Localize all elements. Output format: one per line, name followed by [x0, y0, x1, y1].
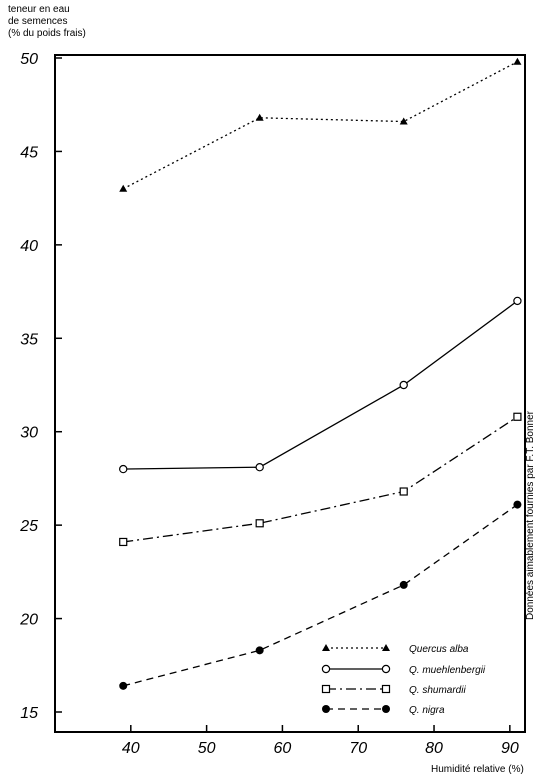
legend: Quercus alba Q. muehlenbergii Q. shumardii…	[321, 644, 486, 716]
credit-annotation: Données aimablement fournies par F.T. Bo…	[525, 410, 536, 620]
y-tick-label: 30	[20, 425, 38, 442]
legend-marker	[322, 705, 330, 713]
x-tick-label: 80	[425, 740, 443, 757]
legend-label: Q. muehlenbergii	[409, 665, 486, 676]
data-point	[119, 681, 128, 690]
data-point	[119, 464, 128, 474]
y-tick-label: 35	[20, 331, 38, 348]
legend-marker	[322, 644, 330, 651]
x-tick-label: 50	[198, 740, 216, 757]
legend-marker	[382, 705, 390, 713]
legend-marker	[381, 664, 391, 674]
data-point	[255, 519, 264, 528]
y-tick-label: 25	[19, 518, 38, 535]
data-point	[255, 646, 264, 655]
data-point	[399, 580, 408, 589]
legend-label: Quercus alba	[409, 644, 469, 655]
x-tick-label: 60	[274, 740, 292, 757]
data-point	[513, 296, 522, 306]
data-point	[119, 184, 128, 192]
plot-frame	[54, 54, 526, 733]
y-tick-label: 50	[20, 51, 38, 68]
data-point	[255, 113, 264, 121]
x-tick-label: 70	[349, 740, 367, 757]
series-line	[122, 61, 518, 190]
data-point	[513, 412, 522, 421]
y-tick-label: 20	[19, 612, 38, 629]
data-point	[399, 487, 408, 496]
data-point	[513, 57, 522, 65]
data-point	[399, 380, 408, 390]
y-tick-label: 40	[20, 238, 38, 255]
x-tick-label: 40	[122, 740, 140, 757]
data-point	[399, 117, 408, 125]
series-line	[123, 416, 518, 543]
legend-marker	[321, 664, 331, 674]
legend-marker	[321, 684, 331, 694]
legend-label: Q. nigra	[409, 705, 445, 716]
legend-marker	[381, 684, 391, 694]
legend-marker	[382, 644, 390, 651]
y-axis-label: teneur en eau de semences (% du poids fr…	[8, 4, 86, 39]
series-lines	[119, 57, 522, 690]
y-tick-label: 45	[20, 144, 38, 161]
legend-label: Q. shumardii	[409, 685, 466, 696]
y-tick-label: 15	[20, 705, 38, 722]
series-line	[123, 300, 518, 470]
data-point	[513, 500, 522, 509]
data-point	[255, 463, 264, 472]
x-tick-label: 90	[501, 740, 519, 757]
axis-ticks: 40 50 60 70 80 90 15 20 25 30 35 40 45 50	[19, 51, 519, 757]
series-line	[123, 504, 518, 687]
data-point	[119, 537, 128, 547]
x-axis-label: Humidité relative (%)	[431, 764, 524, 775]
